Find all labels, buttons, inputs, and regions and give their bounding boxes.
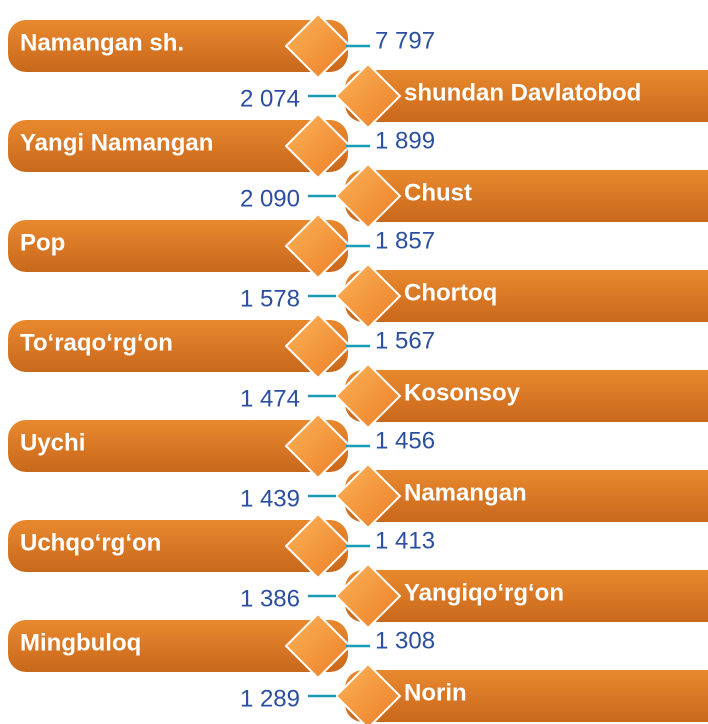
diamond xyxy=(284,212,352,280)
item-value: 1 386 xyxy=(240,585,300,612)
diamond xyxy=(284,612,352,680)
item-name: Kosonsoy xyxy=(404,379,521,406)
item-name: shundan Davlatobod xyxy=(404,79,641,106)
item-value: 7 797 xyxy=(375,27,435,54)
banner xyxy=(8,120,348,172)
banner xyxy=(345,170,708,222)
item-value: 1 439 xyxy=(240,485,300,512)
diamond xyxy=(334,262,402,330)
item-name: Yangi Namangan xyxy=(20,129,213,156)
item-value: 1 857 xyxy=(375,227,435,254)
item-name: To‘raqo‘rg‘on xyxy=(20,329,173,356)
item-name: Pop xyxy=(20,229,65,256)
item-value: 2 074 xyxy=(240,85,300,112)
banner xyxy=(345,670,708,722)
diamond xyxy=(334,162,402,230)
banner xyxy=(345,370,708,422)
item-value: 1 567 xyxy=(375,327,435,354)
diamond xyxy=(284,412,352,480)
item-name: Norin xyxy=(404,679,467,706)
item-value: 1 308 xyxy=(375,627,435,654)
diamond xyxy=(284,112,352,180)
item-name: Chust xyxy=(404,179,472,206)
banner xyxy=(345,570,708,622)
item-name: Namangan xyxy=(404,479,527,506)
diamond xyxy=(334,62,402,130)
item-name: Chortoq xyxy=(404,279,497,306)
diamond xyxy=(284,312,352,380)
diamond xyxy=(334,662,402,724)
banner xyxy=(345,470,708,522)
diamond xyxy=(334,362,402,430)
item-name: Namangan sh. xyxy=(20,29,184,56)
item-value: 1 474 xyxy=(240,385,300,412)
diamond xyxy=(334,462,402,530)
diamond xyxy=(284,12,352,80)
banner xyxy=(345,70,708,122)
item-value: 1 899 xyxy=(375,127,435,154)
item-name: Mingbuloq xyxy=(20,629,141,656)
item-name: Uchqo‘rg‘on xyxy=(20,529,161,556)
item-value: 1 456 xyxy=(375,427,435,454)
item-value: 1 413 xyxy=(375,527,435,554)
item-value: 2 090 xyxy=(240,185,300,212)
banner xyxy=(8,620,348,672)
item-name: Yangiqo‘rg‘on xyxy=(404,579,564,606)
item-name: Uychi xyxy=(20,429,85,456)
diamond xyxy=(334,562,402,630)
item-value: 1 578 xyxy=(240,285,300,312)
banner xyxy=(8,520,348,572)
banner xyxy=(8,420,348,472)
banner xyxy=(345,270,708,322)
banner xyxy=(8,320,348,372)
item-value: 1 289 xyxy=(240,685,300,712)
diamond xyxy=(284,512,352,580)
banner xyxy=(8,220,348,272)
banner xyxy=(8,20,348,72)
